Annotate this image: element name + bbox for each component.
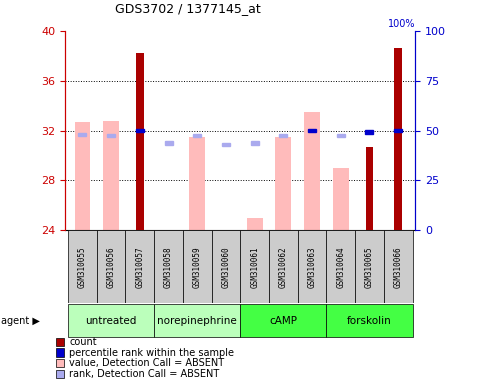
Bar [337,134,345,137]
Bar [366,147,373,230]
Text: GDS3702 / 1377145_at: GDS3702 / 1377145_at [115,2,261,15]
Text: untreated: untreated [85,316,137,326]
Bar [212,230,241,303]
Text: GSM310062: GSM310062 [279,246,288,288]
Bar [247,218,263,230]
Text: count: count [69,337,97,347]
Bar [136,53,144,230]
Bar [165,141,172,145]
Bar [394,129,402,132]
Text: GSM310060: GSM310060 [221,246,230,288]
Bar [154,304,241,337]
Bar [193,134,201,137]
Bar [279,134,287,137]
Bar [394,48,402,230]
Text: GSM310061: GSM310061 [250,246,259,288]
Bar [298,230,327,303]
Bar [327,304,412,337]
Bar [251,141,259,145]
Text: GSM310059: GSM310059 [193,246,202,288]
Bar [154,230,183,303]
Text: GSM310064: GSM310064 [336,246,345,288]
Text: GSM310063: GSM310063 [308,246,316,288]
Bar [78,132,86,136]
Bar [107,134,115,137]
Bar [304,112,320,230]
Bar [241,304,327,337]
Bar [97,230,126,303]
Text: forskolin: forskolin [347,316,392,326]
Bar [333,168,349,230]
Bar [222,142,230,146]
Text: GSM310056: GSM310056 [107,246,115,288]
Bar [68,230,97,303]
Text: agent ▶: agent ▶ [1,316,40,326]
Bar [241,230,269,303]
Bar [68,304,154,337]
Bar [275,137,291,230]
Bar [308,129,316,132]
Bar [327,230,355,303]
Bar [136,129,144,132]
Bar [126,230,154,303]
Bar [269,230,298,303]
Text: GSM310055: GSM310055 [78,246,87,288]
Bar [366,130,373,134]
Text: cAMP: cAMP [270,316,298,326]
Bar [189,137,205,230]
Text: GSM310058: GSM310058 [164,246,173,288]
Bar [384,230,412,303]
Text: norepinephrine: norepinephrine [157,316,237,326]
Text: 100%: 100% [388,19,415,29]
Text: rank, Detection Call = ABSENT: rank, Detection Call = ABSENT [69,369,219,379]
Bar [183,230,212,303]
Bar [355,230,384,303]
Text: GSM310065: GSM310065 [365,246,374,288]
Bar [74,122,90,230]
Text: GSM310057: GSM310057 [135,246,144,288]
Text: GSM310066: GSM310066 [394,246,403,288]
Text: percentile rank within the sample: percentile rank within the sample [69,348,234,358]
Bar [103,121,119,230]
Text: value, Detection Call = ABSENT: value, Detection Call = ABSENT [69,358,224,368]
